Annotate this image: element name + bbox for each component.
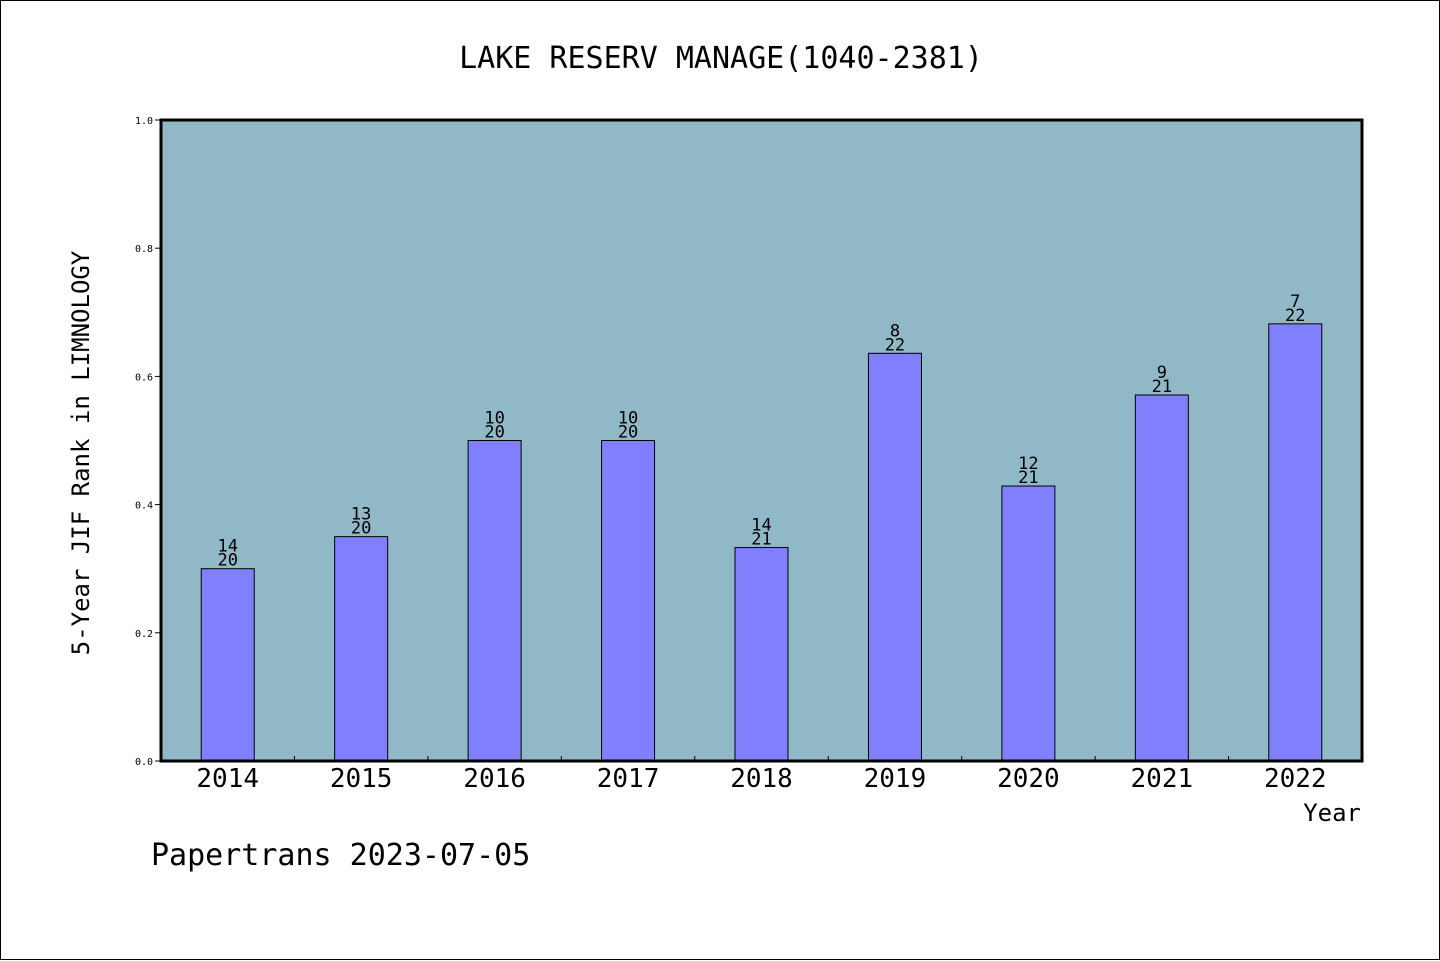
bar-2015	[334, 536, 389, 762]
x-tick-label: 2018	[730, 764, 793, 794]
bar-rank-label: 14	[751, 516, 771, 536]
bar-2018	[734, 547, 789, 762]
bar-total-label: 21	[1018, 468, 1038, 488]
bar-total-label: 21	[1152, 377, 1172, 397]
bar-total-label: 22	[885, 335, 905, 355]
bar-rank-label: 12	[1018, 454, 1038, 474]
y-tick-label: 0.0	[135, 757, 153, 768]
bar-total-label: 20	[217, 551, 237, 571]
x-tick-label: 2015	[330, 764, 393, 794]
x-tick-label: 2014	[196, 764, 259, 794]
bar-total-label: 21	[751, 530, 771, 550]
bar-2017	[601, 440, 656, 762]
x-axis-label: Year	[1303, 799, 1361, 827]
x-tick-label: 2017	[597, 764, 660, 794]
y-axis-ticks: 0.0 0.2 0.4 0.6 0.8 1.0	[135, 116, 161, 768]
bar-rank-label: 8	[890, 321, 900, 341]
bar-rank-label: 10	[618, 409, 638, 429]
bar-rank-label: 9	[1157, 363, 1167, 383]
plot-border	[159, 118, 1364, 763]
x-tick-label: 2021	[1131, 764, 1194, 794]
y-axis-label: 5-Year JIF Rank in LIMNOLOGY	[67, 250, 95, 655]
bar-2020	[1001, 485, 1056, 762]
y-tick-label: 0.4	[135, 501, 153, 512]
bar-rank-label: 14	[217, 537, 237, 557]
bar-rank-label: 7	[1290, 292, 1300, 312]
bar-2022	[1268, 323, 1323, 762]
y-tick-label: 0.2	[135, 629, 153, 640]
chart-title: LAKE RESERV MANAGE(1040-2381)	[459, 41, 983, 76]
x-tick-label: 2022	[1264, 764, 1327, 794]
bar-2019	[867, 352, 922, 762]
y-tick-label: 1.0	[135, 116, 153, 127]
x-tick-label: 2019	[864, 764, 927, 794]
bar-total-label: 20	[484, 423, 504, 443]
y-tick-label: 0.8	[135, 244, 153, 255]
bar-total-label: 22	[1285, 306, 1305, 326]
bar-total-label: 20	[351, 519, 371, 539]
x-tick-label: 2016	[463, 764, 526, 794]
footer-credit: Papertrans 2023-07-05	[151, 838, 530, 873]
bar-rank-label: 13	[351, 505, 371, 525]
x-tick-label: 2020	[997, 764, 1060, 794]
bar-total-label: 20	[618, 423, 638, 443]
bar-2016	[467, 440, 522, 762]
bar-2021	[1134, 394, 1189, 762]
bar-2014	[200, 568, 255, 762]
x-axis-ticks: 2014 2015 2016 2017 2018 2019 2020 2021 2022	[196, 756, 1327, 794]
y-tick-label: 0.6	[135, 372, 153, 383]
bar-rank-label: 10	[484, 409, 504, 429]
bars-layer	[200, 323, 1323, 762]
